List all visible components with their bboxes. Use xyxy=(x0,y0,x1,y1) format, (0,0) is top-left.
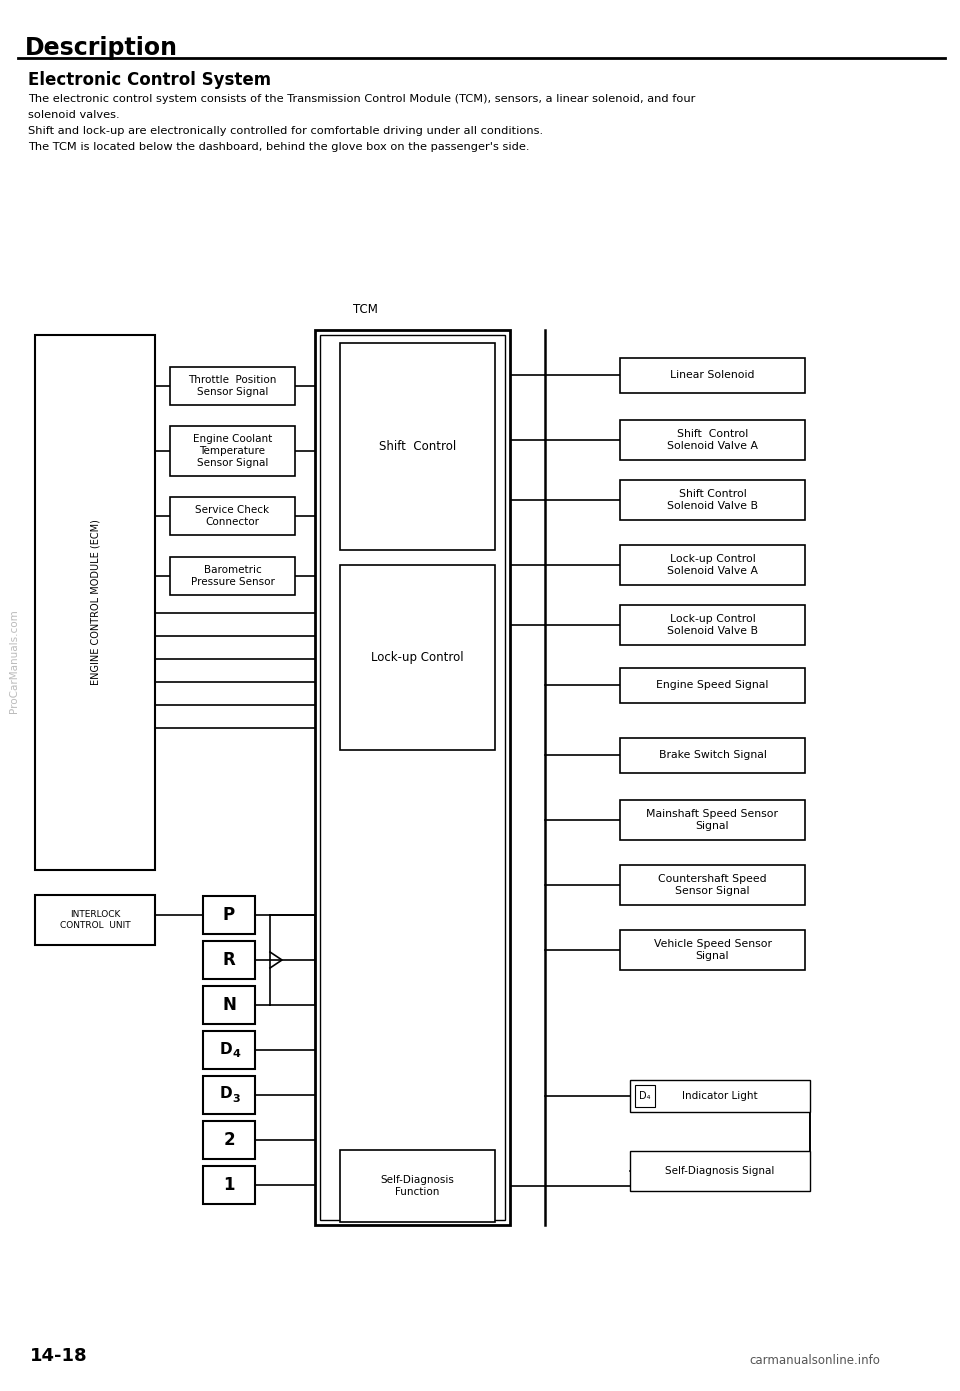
Bar xyxy=(170,367,295,405)
Bar xyxy=(203,1077,255,1114)
Text: D₄: D₄ xyxy=(639,1091,651,1102)
Bar xyxy=(35,335,155,869)
Text: ProCarManuals.com: ProCarManuals.com xyxy=(9,609,19,712)
Bar xyxy=(620,931,805,970)
Text: Shift  Control
Solenoid Valve A: Shift Control Solenoid Valve A xyxy=(667,430,758,451)
Bar xyxy=(203,986,255,1024)
Text: Lock-up Control: Lock-up Control xyxy=(372,651,464,664)
Bar xyxy=(620,605,805,645)
Text: Lock-up Control
Solenoid Valve B: Lock-up Control Solenoid Valve B xyxy=(667,615,758,636)
Text: The TCM is located below the dashboard, behind the glove box on the passenger's : The TCM is located below the dashboard, … xyxy=(28,142,530,152)
Text: Shift Control
Solenoid Valve B: Shift Control Solenoid Valve B xyxy=(667,490,758,510)
Bar xyxy=(620,668,805,702)
Text: The electronic control system consists of the Transmission Control Module (TCM),: The electronic control system consists o… xyxy=(28,95,695,104)
Text: 1: 1 xyxy=(224,1175,235,1193)
Text: D: D xyxy=(220,1086,232,1102)
Bar xyxy=(315,330,510,1225)
Text: P: P xyxy=(223,906,235,924)
Text: N: N xyxy=(222,996,236,1014)
Text: Self-Diagnosis Signal: Self-Diagnosis Signal xyxy=(665,1166,775,1175)
Bar xyxy=(620,545,805,586)
Bar xyxy=(630,1079,810,1111)
Bar xyxy=(340,344,495,549)
Text: Indicator Light: Indicator Light xyxy=(683,1091,757,1102)
Text: Countershaft Speed
Sensor Signal: Countershaft Speed Sensor Signal xyxy=(659,874,767,896)
Text: Self-Diagnosis
Function: Self-Diagnosis Function xyxy=(380,1175,454,1196)
Text: Throttle  Position
Sensor Signal: Throttle Position Sensor Signal xyxy=(188,376,276,396)
Bar xyxy=(203,1166,255,1205)
Text: 4: 4 xyxy=(232,1049,240,1059)
Text: Mainshaft Speed Sensor
Signal: Mainshaft Speed Sensor Signal xyxy=(646,810,779,830)
Bar xyxy=(320,335,505,1220)
Text: Engine Speed Signal: Engine Speed Signal xyxy=(657,680,769,690)
Text: Linear Solenoid: Linear Solenoid xyxy=(670,370,755,380)
Text: Description: Description xyxy=(25,36,178,60)
Text: solenoid valves.: solenoid valves. xyxy=(28,110,120,120)
Text: Engine Coolant
Temperature
Sensor Signal: Engine Coolant Temperature Sensor Signal xyxy=(193,434,272,467)
Text: Electronic Control System: Electronic Control System xyxy=(28,71,271,89)
Bar xyxy=(203,940,255,979)
Bar xyxy=(620,357,805,392)
Text: INTERLOCK
CONTROL  UNIT: INTERLOCK CONTROL UNIT xyxy=(60,910,131,929)
Bar xyxy=(35,894,155,944)
Text: Brake Switch Signal: Brake Switch Signal xyxy=(659,750,766,759)
Text: 14-18: 14-18 xyxy=(30,1346,87,1365)
Text: carmanualsonline.info: carmanualsonline.info xyxy=(749,1355,880,1367)
Bar xyxy=(620,480,805,520)
Text: ENGINE CONTROL MODULE (ECM): ENGINE CONTROL MODULE (ECM) xyxy=(90,520,100,686)
Text: 3: 3 xyxy=(232,1093,240,1104)
Bar xyxy=(170,556,295,595)
Text: 2: 2 xyxy=(223,1131,235,1149)
Text: Barometric
Pressure Sensor: Barometric Pressure Sensor xyxy=(191,565,275,587)
Bar xyxy=(620,865,805,906)
Bar xyxy=(620,420,805,460)
Text: Service Check
Connector: Service Check Connector xyxy=(196,505,270,527)
Bar xyxy=(203,1031,255,1070)
Text: Shift  Control: Shift Control xyxy=(379,440,456,453)
Bar xyxy=(340,1150,495,1223)
Bar xyxy=(203,1121,255,1159)
Bar xyxy=(620,737,805,772)
Text: Shift and lock-up are electronically controlled for comfortable driving under al: Shift and lock-up are electronically con… xyxy=(28,127,543,136)
Text: Vehicle Speed Sensor
Signal: Vehicle Speed Sensor Signal xyxy=(654,939,772,961)
Bar xyxy=(340,565,495,750)
Bar xyxy=(635,1085,655,1107)
Bar xyxy=(630,1150,810,1191)
Text: R: R xyxy=(223,951,235,970)
Text: TCM: TCM xyxy=(352,303,377,316)
Bar xyxy=(620,800,805,840)
Bar xyxy=(170,497,295,536)
Text: Lock-up Control
Solenoid Valve A: Lock-up Control Solenoid Valve A xyxy=(667,554,758,576)
Bar xyxy=(203,896,255,933)
Text: D: D xyxy=(220,1042,232,1057)
Bar xyxy=(170,426,295,476)
